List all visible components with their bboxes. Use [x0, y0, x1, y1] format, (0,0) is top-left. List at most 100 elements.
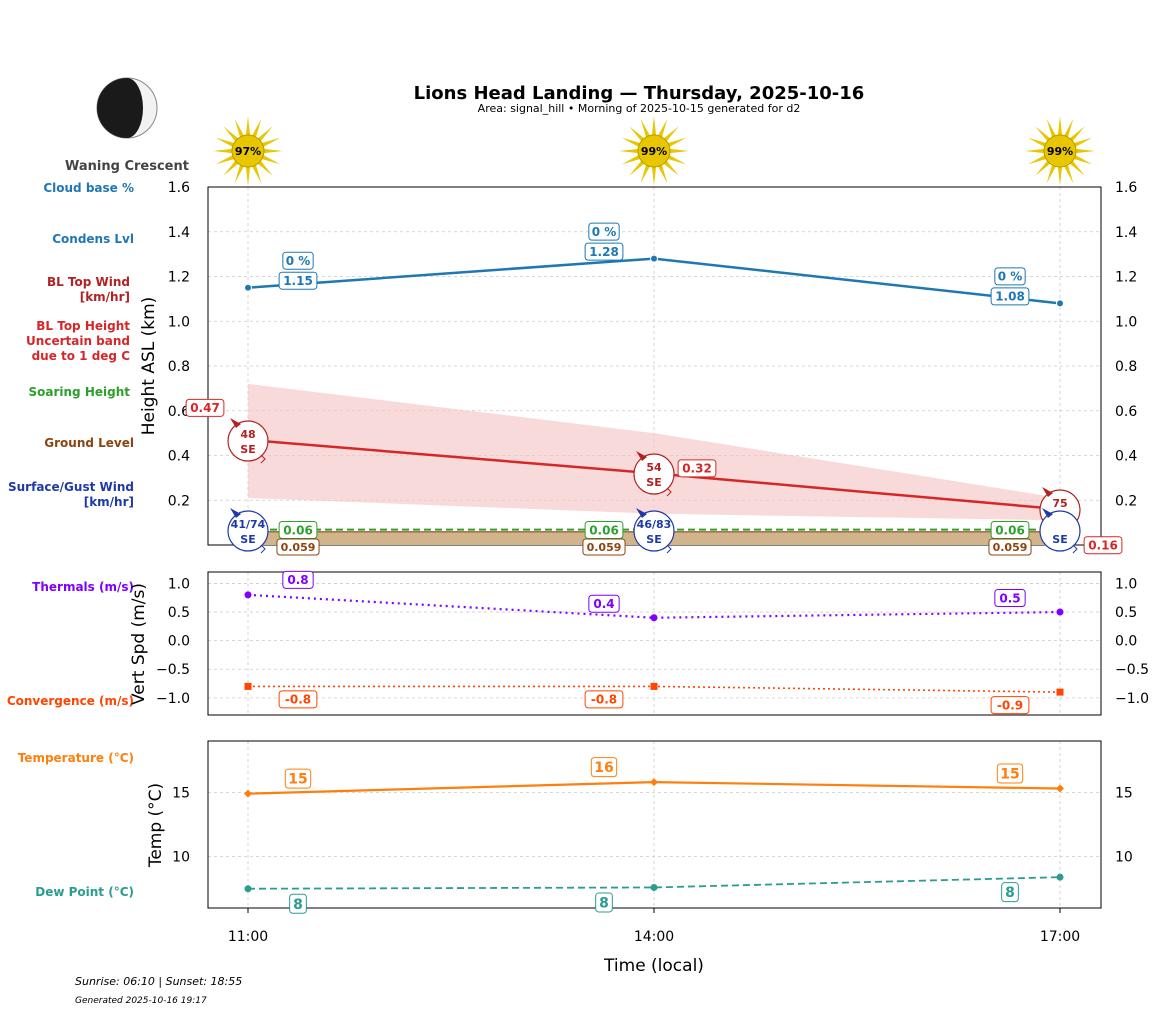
condensation-label-box — [278, 271, 318, 290]
convergence-label-box — [584, 690, 624, 709]
bl-top-label-box — [185, 398, 225, 417]
side-label-bl-height-1: BL Top Height — [36, 319, 130, 333]
y-tick-right: 1.2 — [1115, 270, 1137, 286]
y-axis-label-temp: Temp (°C) — [146, 783, 166, 868]
thermals-label: 0.8 — [287, 573, 308, 587]
panel-frame — [207, 740, 1102, 909]
dewpoint-label: 8 — [293, 897, 303, 913]
side-label-dewpoint: Dew Point (°C) — [35, 885, 134, 899]
y-tick-right: 1.4 — [1115, 225, 1137, 241]
condensation-label: 1.15 — [283, 274, 313, 288]
cloud-base-label: 0 % — [286, 254, 311, 268]
bl-top-wind-circle — [227, 420, 269, 462]
bl-top-wind-dir: SE — [646, 476, 661, 489]
temperature-label: 15 — [1000, 767, 1019, 783]
y-tick-left: 0.4 — [168, 449, 190, 465]
thermals-label-box — [282, 570, 314, 589]
surface-wind-dir: SE — [240, 533, 255, 546]
temperature-label: 15 — [288, 772, 307, 788]
condensation-label: 1.08 — [995, 290, 1025, 304]
y-tick-right: 10 — [1115, 850, 1133, 866]
convergence-label: -0.8 — [591, 693, 617, 707]
y-tick-right: 1.0 — [1115, 314, 1137, 330]
bl-top-wind-arrow — [1042, 487, 1053, 497]
surface-wind-arrow — [1042, 508, 1053, 518]
y-tick-right: 0.0 — [1115, 634, 1137, 650]
x-tick-label: 17:00 — [1040, 929, 1080, 945]
dewpoint-point — [244, 885, 252, 893]
convergence-label: -0.9 — [997, 698, 1023, 712]
bl-uncertainty-band — [248, 383, 1060, 521]
temperature-label-box — [284, 768, 312, 789]
dewpoint-label-box — [289, 893, 307, 914]
temperature-point — [1056, 784, 1064, 793]
thermals-point — [244, 591, 252, 599]
y-tick-right: 15 — [1115, 785, 1133, 801]
y-tick-right: −1.0 — [1115, 691, 1149, 707]
convergence-point — [1056, 688, 1064, 696]
side-label-ground: Ground Level — [44, 436, 134, 450]
y-tick-left: −1.0 — [156, 691, 190, 707]
bl-top-wind-speed: 48 — [240, 428, 255, 441]
side-label-bl-height-3: due to 1 deg C — [32, 349, 131, 363]
bl-top-wind-speed: 54 — [646, 461, 662, 474]
thermals-point — [1056, 608, 1064, 616]
generated-timestamp: Generated 2025-10-16 19:17 — [75, 996, 207, 1006]
y-tick-right: 0.4 — [1115, 449, 1137, 465]
chart-subtitle: Area: signal_hill • Morning of 2025-10-1… — [478, 102, 801, 115]
bl-top-wind-arrow — [636, 451, 647, 461]
dewpoint-label: 8 — [1005, 885, 1015, 901]
sun-icon — [619, 116, 689, 186]
surface-wind-tail — [1072, 544, 1078, 554]
surface-wind-dir: SE — [646, 533, 661, 546]
side-label-bl-height-2: Uncertain band — [26, 334, 130, 348]
y-axis-label-height: Height ASL (km) — [139, 297, 159, 436]
soaring-label: 0.06 — [283, 523, 313, 537]
cloud-base-label-box — [588, 222, 620, 241]
dewpoint-point — [1056, 873, 1064, 881]
side-label-bl-wind-1: BL Top Wind — [47, 275, 130, 289]
condensation-point — [244, 283, 252, 292]
sun-icon — [1025, 116, 1095, 186]
side-label-surface-1: Surface/Gust Wind — [8, 480, 134, 494]
y-tick-left: 0.2 — [168, 493, 190, 509]
convergence-label-box — [990, 696, 1030, 715]
dewpoint-line — [247, 876, 1061, 890]
side-label-condens: Condens Lvl — [52, 232, 134, 246]
soaring-label: 0.06 — [589, 523, 619, 537]
moon-phase-icon — [96, 77, 158, 139]
y-tick-left: 1.0 — [168, 314, 190, 330]
y-tick-right: 1.6 — [1115, 180, 1137, 196]
panel-frame — [207, 571, 1102, 716]
surface-wind-circle — [633, 510, 675, 552]
bl-top-wind-circle — [633, 453, 675, 495]
thermals-label: 0.5 — [999, 591, 1020, 605]
surface-wind-circle — [1039, 510, 1081, 552]
sun-icon — [213, 116, 283, 186]
dewpoint-label-box — [595, 892, 613, 913]
temperature-point — [650, 778, 658, 787]
y-tick-left: 0.8 — [168, 359, 190, 375]
y-tick-right: 1.0 — [1115, 576, 1137, 592]
y-tick-right: 0.2 — [1115, 493, 1137, 509]
bl-top-wind-tail — [666, 487, 672, 497]
thermals-label-box — [588, 594, 620, 613]
cloud-base-label-box — [994, 267, 1026, 286]
surface-wind-speed: 46/83 — [637, 518, 672, 531]
surface-wind-circle — [227, 510, 269, 552]
bl-top-wind-tail — [260, 454, 266, 464]
bl-top-label-box — [677, 459, 717, 478]
side-label-bl-wind-2: [km/hr] — [80, 290, 130, 304]
sun-icon-disc — [637, 134, 671, 168]
temperature-label: 16 — [594, 760, 613, 776]
plot-layer: 0.2 0.2 0.4 0.4 0.6 0.6 0.8 0.8 1.0 1.0 1.2 1.2 1.4 1… — [129, 116, 1149, 976]
ground-label: 0.059 — [587, 541, 622, 554]
convergence-label: -0.8 — [285, 693, 311, 707]
surface-wind-tail — [260, 544, 266, 554]
ground-label: 0.059 — [281, 541, 316, 554]
side-label-convergence: Convergence (m/s) — [7, 694, 134, 708]
condensation-label-box — [990, 287, 1030, 306]
ground-label-box — [582, 538, 626, 556]
y-tick-right: 0.6 — [1115, 404, 1137, 420]
sun-percent: 97% — [235, 145, 261, 158]
